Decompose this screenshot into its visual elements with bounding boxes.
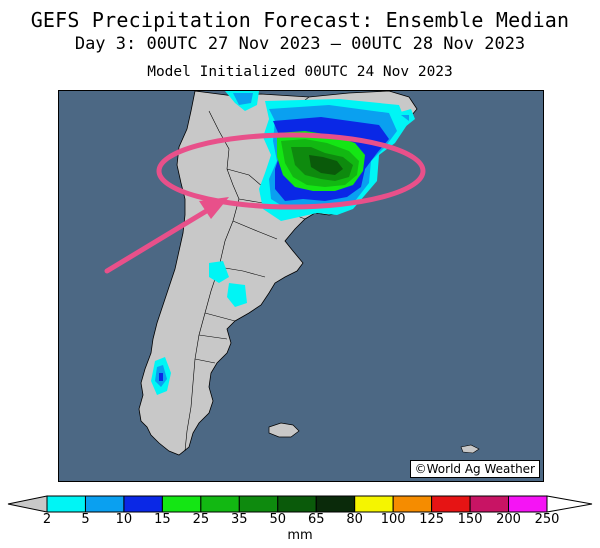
colorbar-tick-65: 65 (307, 512, 325, 527)
south-georgia-island (460, 444, 480, 454)
colorbar-bin-100-125 (392, 495, 433, 513)
colorbar-tick-250: 250 (534, 512, 560, 527)
colorbar-tick-10: 10 (115, 512, 133, 527)
map-title: GEFS Precipitation Forecast: Ensemble Me… (30, 8, 570, 32)
precip-50-65mm (309, 155, 343, 175)
colorbar-tick-15: 15 (154, 512, 171, 527)
colorbar-tick-5: 5 (81, 512, 90, 527)
colorbar-tick-25: 25 (192, 512, 210, 527)
colorbar-bin-25-35 (200, 495, 240, 513)
colorbar-bin-150-200 (469, 495, 510, 513)
colorbar-bin-10-15 (123, 495, 163, 513)
colorbar-tick-50: 50 (269, 512, 287, 527)
precipitation-map: ©World Ag Weather (58, 90, 544, 482)
colorbar-under-triangle (7, 495, 48, 513)
colorbar-bin-15-25 (161, 495, 202, 513)
colorbar-bin-5-10 (84, 495, 125, 513)
colorbar-bin-125-150 (431, 495, 471, 513)
map-canvas (104, 91, 480, 456)
colorbar-tick-125: 125 (419, 512, 445, 527)
colorbar-bin-65-80 (315, 495, 356, 513)
colorbar-tick-2: 2 (42, 512, 52, 527)
annotation-arrow (104, 197, 229, 274)
colorbar-bin-200-250 (508, 495, 548, 513)
colorbar-unit: mm (287, 528, 313, 543)
falkland-islands (268, 422, 300, 438)
colorbar-bin-35-50 (238, 495, 279, 513)
colorbar-tick-200: 200 (496, 512, 521, 527)
colorbar-bin-80-100 (354, 495, 394, 513)
colorbar-bin-50-65 (277, 495, 317, 513)
colorbar-tick-35: 35 (231, 512, 248, 527)
highlight-ellipse (156, 132, 426, 210)
colorbar-over-triangle (546, 495, 593, 513)
colorbar-bin-2-5 (46, 495, 86, 513)
colorbar-tick-150: 150 (457, 512, 483, 527)
credit-label: ©World Ag Weather (409, 460, 540, 478)
model-initialized: Model Initialized 00UTC 24 Nov 2023 (147, 64, 453, 80)
colorbar (7, 495, 593, 513)
colorbar-tick-100: 100 (380, 512, 406, 527)
colorbar-tick-80: 80 (346, 512, 363, 527)
forecast-period: Day 3: 00UTC 27 Nov 2023 — 00UTC 28 Nov … (74, 34, 526, 54)
